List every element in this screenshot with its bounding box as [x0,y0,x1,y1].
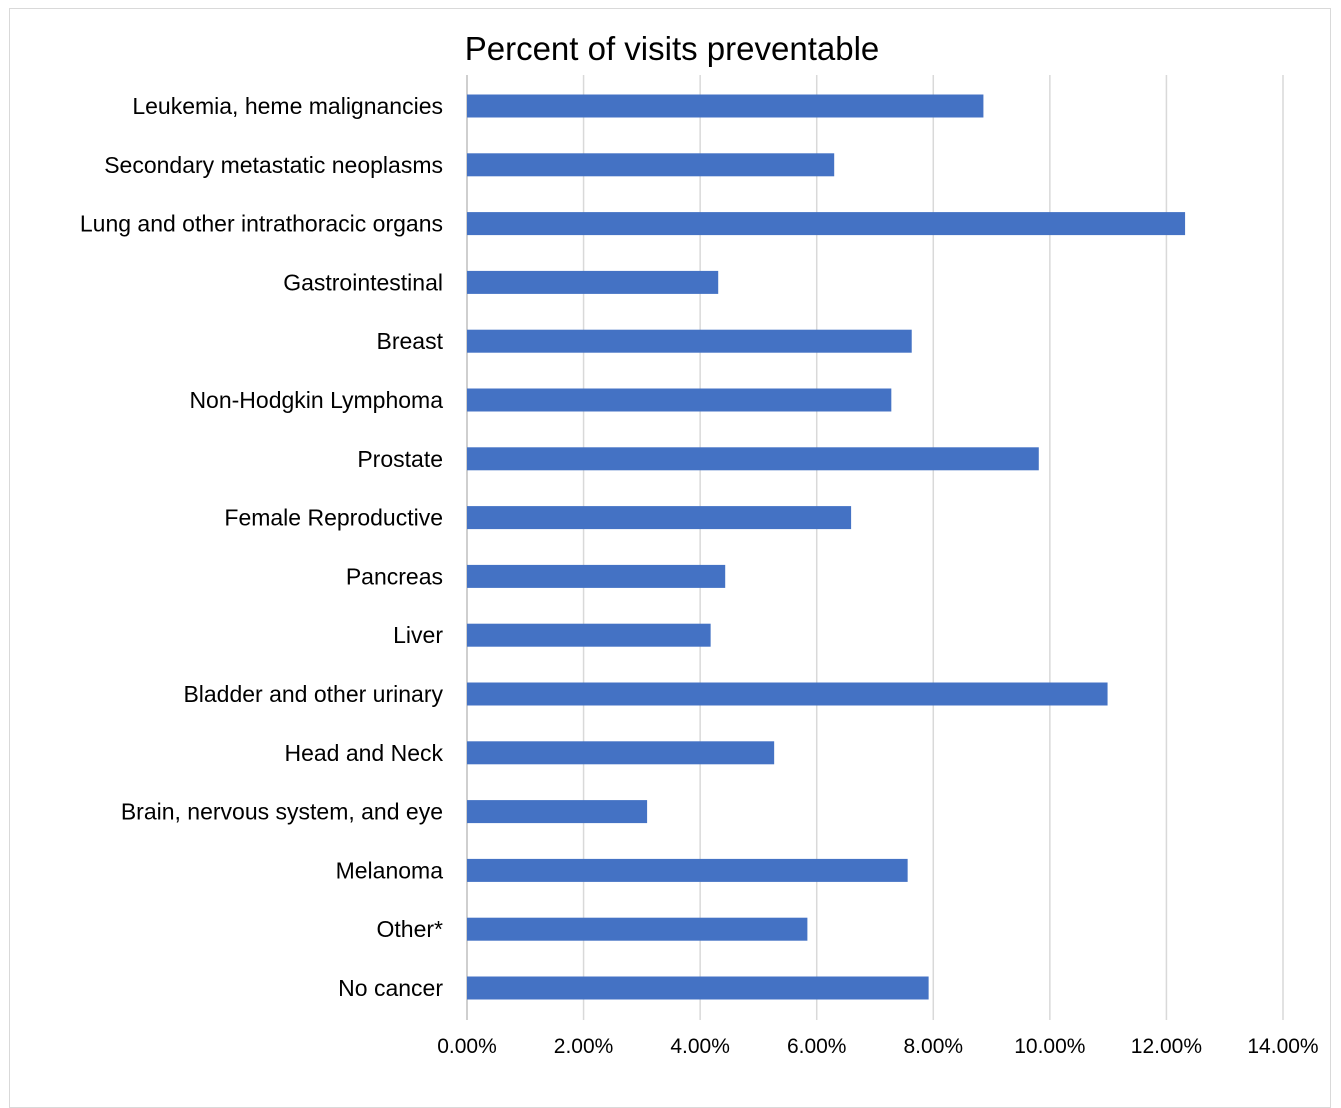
bars [467,94,1186,1000]
category-label: Non-Hodgkin Lymphoma [189,387,443,413]
category-label: Liver [393,622,443,648]
category-label: Melanoma [336,857,444,883]
bar [467,564,726,588]
bar [467,858,908,882]
category-label: Secondary metastatic neoplasms [104,152,443,178]
bar [467,388,892,412]
category-label: Brain, nervous system, and eye [121,799,443,825]
category-label: Prostate [357,446,443,472]
category-label: Lung and other intrathoracic organs [80,211,443,237]
x-tick-label: 10.00% [1014,1035,1085,1055]
x-tick-label: 2.00% [554,1035,614,1055]
category-label: Leukemia, heme malignancies [132,93,443,119]
category-label: Gastrointestinal [283,269,443,295]
x-tick-label: 12.00% [1131,1035,1202,1055]
bar [467,682,1108,706]
x-tick-label: 8.00% [904,1035,964,1055]
category-label: Female Reproductive [224,505,443,531]
bar [467,976,929,1000]
bar [467,506,852,530]
bar [467,917,808,941]
bar [467,153,835,177]
category-label: Bladder and other urinary [183,681,443,707]
x-tick-label: 6.00% [787,1035,847,1055]
category-label: Head and Neck [284,740,443,766]
bar [467,212,1186,236]
category-labels: Leukemia, heme malignancies Secondary met… [80,93,444,1001]
x-tick-label: 0.00% [437,1035,497,1055]
bar [467,270,719,294]
bar [467,741,775,765]
chart-title: Percent of visits preventable [465,30,880,67]
bar [467,623,711,647]
category-label: Other* [377,916,444,942]
bar [467,800,648,824]
x-tick-label: 4.00% [670,1035,730,1055]
category-label: Pancreas [346,563,443,589]
bar [467,329,912,353]
x-tick-label: 14.00% [1247,1035,1318,1055]
bar [467,447,1039,471]
category-label: No cancer [338,975,443,1001]
bar [467,94,984,118]
category-label: Breast [377,328,444,354]
x-axis-tick-labels: 0.00% 2.00% 4.00% 6.00% 8.00% 10.00% 12.00% 14.… [437,1035,1318,1055]
bar-chart: Percent of visits preventable Leukemia, … [80,30,1319,1055]
